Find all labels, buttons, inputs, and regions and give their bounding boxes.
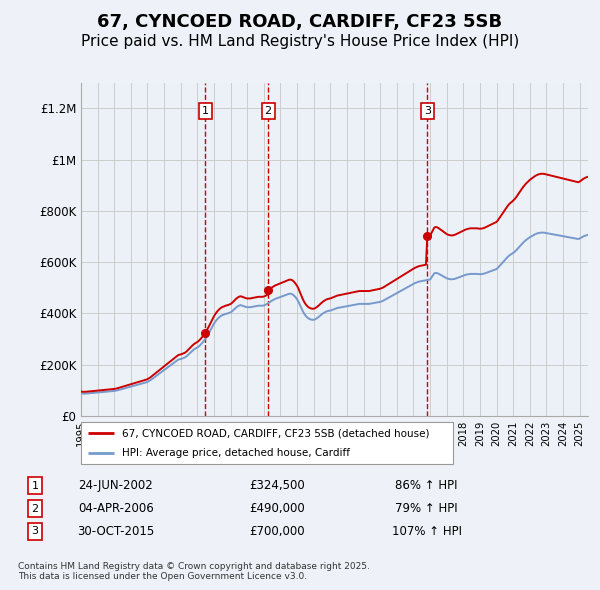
Text: £490,000: £490,000 [249, 502, 305, 515]
Text: 67, CYNCOED ROAD, CARDIFF, CF23 5SB: 67, CYNCOED ROAD, CARDIFF, CF23 5SB [97, 13, 503, 31]
Text: 67, CYNCOED ROAD, CARDIFF, CF23 5SB (detached house): 67, CYNCOED ROAD, CARDIFF, CF23 5SB (det… [122, 428, 430, 438]
Text: 04-APR-2006: 04-APR-2006 [78, 502, 154, 515]
Text: Contains HM Land Registry data © Crown copyright and database right 2025.
This d: Contains HM Land Registry data © Crown c… [18, 562, 370, 581]
Text: 2: 2 [265, 106, 272, 116]
Text: £324,500: £324,500 [249, 479, 305, 492]
Text: 86% ↑ HPI: 86% ↑ HPI [395, 479, 458, 492]
Text: 1: 1 [32, 480, 38, 490]
Bar [268, 83, 427, 416]
Text: £700,000: £700,000 [249, 525, 305, 538]
Text: 1: 1 [202, 106, 209, 116]
Bar [205, 83, 268, 416]
Text: HPI: Average price, detached house, Cardiff: HPI: Average price, detached house, Card… [122, 448, 350, 458]
Text: 2: 2 [31, 503, 38, 513]
Text: 3: 3 [424, 106, 431, 116]
Text: 30-OCT-2015: 30-OCT-2015 [77, 525, 154, 538]
Text: 79% ↑ HPI: 79% ↑ HPI [395, 502, 458, 515]
Text: Price paid vs. HM Land Registry's House Price Index (HPI): Price paid vs. HM Land Registry's House … [81, 34, 519, 49]
Text: 107% ↑ HPI: 107% ↑ HPI [392, 525, 462, 538]
Text: 24-JUN-2002: 24-JUN-2002 [79, 479, 153, 492]
Bar [427, 83, 588, 416]
FancyBboxPatch shape [81, 422, 453, 464]
Text: 3: 3 [32, 526, 38, 536]
Bar [81, 83, 205, 416]
